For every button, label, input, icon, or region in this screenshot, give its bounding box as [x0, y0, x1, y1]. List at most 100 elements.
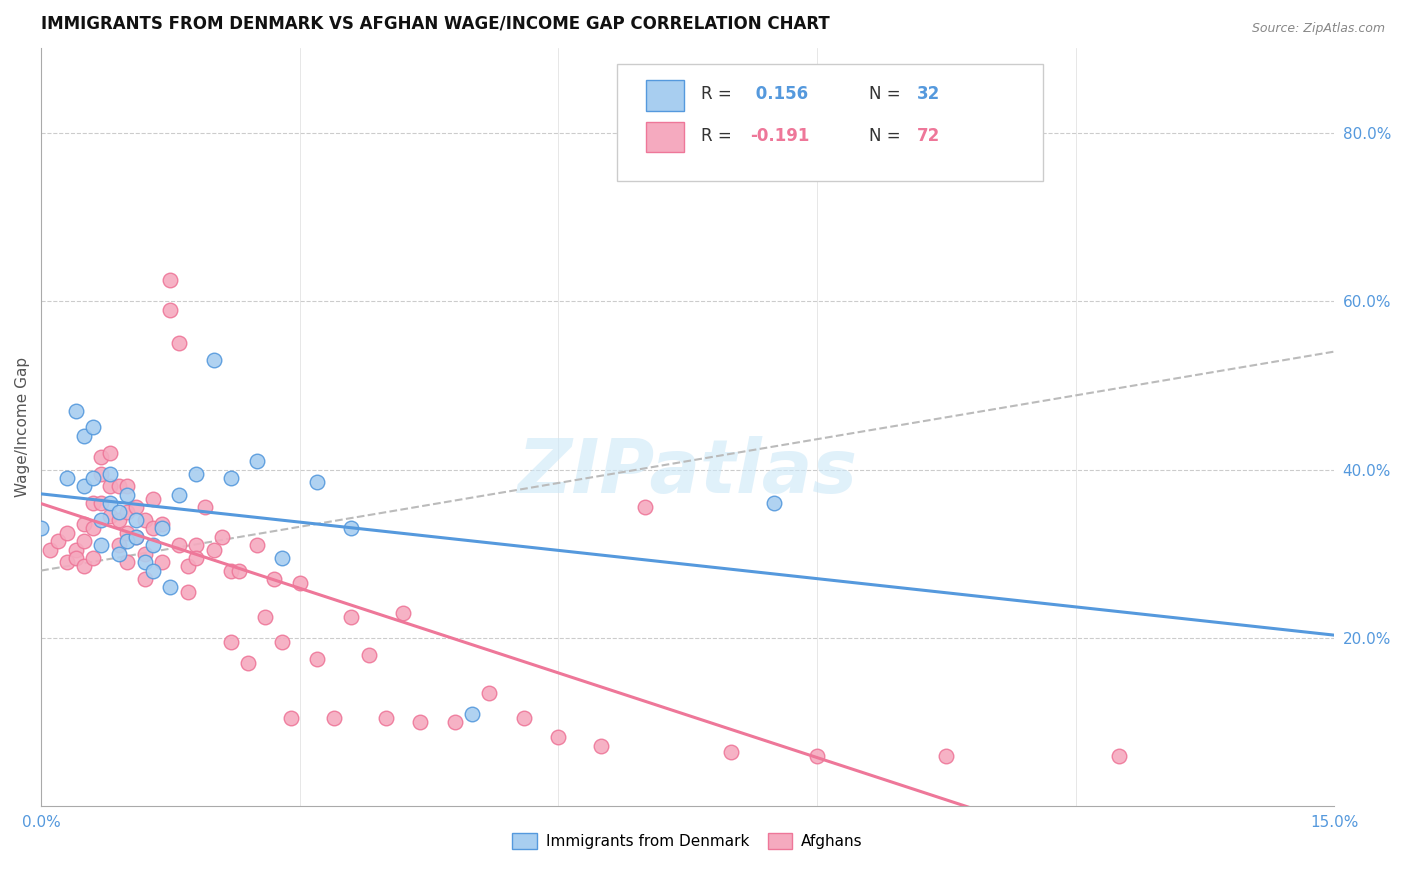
Point [167, 488, 190, 502]
Point [176, 584, 198, 599]
Point [186, 550, 208, 565]
Point [90, 467, 112, 481]
FancyBboxPatch shape [647, 122, 683, 153]
Point [65, 542, 87, 557]
Point [125, 530, 148, 544]
Point [186, 538, 208, 552]
Text: IMMIGRANTS FROM DENMARK VS AFGHAN WAGE/INCOME GAP CORRELATION CHART: IMMIGRANTS FROM DENMARK VS AFGHAN WAGE/I… [41, 15, 830, 33]
Point [48, 534, 70, 549]
Point [806, 748, 828, 763]
Point [82, 496, 104, 510]
Point [82, 521, 104, 535]
Point [305, 652, 328, 666]
Point [134, 555, 156, 569]
Legend: Immigrants from Denmark, Afghans: Immigrants from Denmark, Afghans [506, 828, 869, 855]
Point [194, 500, 217, 515]
Point [142, 491, 165, 506]
Point [374, 711, 396, 725]
Point [117, 505, 139, 519]
Point [90, 513, 112, 527]
Point [38, 542, 60, 557]
Point [56, 525, 79, 540]
Point [219, 635, 242, 649]
Point [202, 353, 225, 368]
Point [73, 559, 96, 574]
Point [142, 564, 165, 578]
Point [125, 513, 148, 527]
Point [176, 559, 198, 574]
Text: Source: ZipAtlas.com: Source: ZipAtlas.com [1251, 22, 1385, 36]
Point [159, 273, 181, 287]
Point [219, 471, 242, 485]
Point [150, 521, 173, 535]
Point [167, 336, 190, 351]
Point [56, 471, 79, 485]
Y-axis label: Wage/Income Gap: Wage/Income Gap [15, 358, 30, 498]
Point [392, 606, 415, 620]
Point [444, 715, 467, 730]
Point [90, 496, 112, 510]
Point [125, 500, 148, 515]
Point [591, 739, 613, 753]
Point [98, 479, 121, 493]
Text: -0.191: -0.191 [749, 127, 808, 145]
Point [340, 521, 363, 535]
Point [142, 538, 165, 552]
FancyBboxPatch shape [647, 80, 683, 111]
Point [134, 572, 156, 586]
Point [288, 576, 311, 591]
Point [254, 610, 277, 624]
Point [98, 467, 121, 481]
Point [271, 635, 294, 649]
Point [125, 530, 148, 544]
Point [82, 471, 104, 485]
Text: 0.156: 0.156 [749, 85, 808, 103]
Point [271, 550, 294, 565]
Point [246, 538, 269, 552]
Point [82, 420, 104, 434]
Point [246, 454, 269, 468]
Point [159, 581, 181, 595]
Point [159, 302, 181, 317]
Point [117, 534, 139, 549]
Point [65, 403, 87, 417]
Point [305, 475, 328, 490]
Point [134, 547, 156, 561]
Point [134, 513, 156, 527]
Point [56, 555, 79, 569]
Point [90, 450, 112, 464]
Point [228, 564, 250, 578]
Point [73, 429, 96, 443]
Point [219, 564, 242, 578]
Point [1108, 748, 1130, 763]
Point [720, 745, 742, 759]
Point [280, 711, 302, 725]
Point [98, 508, 121, 523]
Point [211, 530, 233, 544]
Point [73, 534, 96, 549]
Point [117, 488, 139, 502]
Point [547, 731, 569, 745]
Text: R =: R = [700, 127, 737, 145]
Point [142, 521, 165, 535]
Point [513, 711, 536, 725]
Point [409, 715, 432, 730]
Point [186, 467, 208, 481]
Point [461, 706, 484, 721]
Point [323, 711, 346, 725]
Text: R =: R = [700, 85, 737, 103]
Text: 32: 32 [917, 85, 939, 103]
Text: N =: N = [869, 127, 905, 145]
Point [107, 505, 129, 519]
Point [117, 479, 139, 493]
Point [107, 513, 129, 527]
Point [117, 555, 139, 569]
Point [762, 496, 785, 510]
Point [202, 542, 225, 557]
Point [107, 547, 129, 561]
Point [90, 538, 112, 552]
Point [107, 479, 129, 493]
Text: ZIPatlas: ZIPatlas [517, 436, 858, 509]
Point [150, 555, 173, 569]
Point [167, 538, 190, 552]
